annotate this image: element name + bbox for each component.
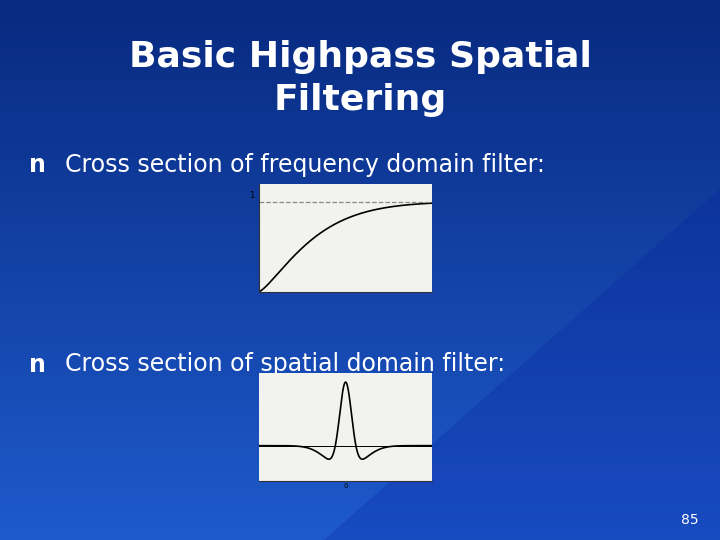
Text: Basic Highpass Spatial: Basic Highpass Spatial [129,40,591,73]
Text: 0: 0 [343,483,348,489]
Text: n: n [29,153,45,177]
Text: 1: 1 [249,191,254,200]
Text: 85: 85 [681,512,698,526]
Polygon shape [324,189,720,540]
Text: Filtering: Filtering [274,83,446,117]
Text: n: n [29,353,45,376]
Text: Cross section of frequency domain filter:: Cross section of frequency domain filter… [65,153,544,177]
Text: Cross section of spatial domain filter:: Cross section of spatial domain filter: [65,353,505,376]
